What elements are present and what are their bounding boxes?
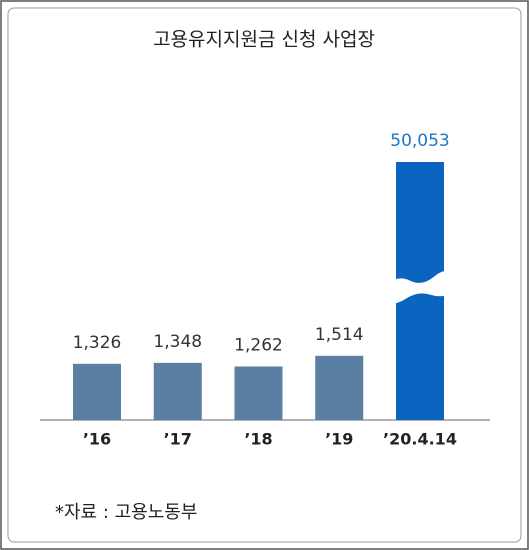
- axis-break: [382, 270, 458, 305]
- x-tick-label: ’17: [164, 430, 192, 449]
- source-note: *자료 : 고용노동부: [55, 502, 197, 523]
- value-label: 50,053: [390, 131, 449, 151]
- x-tick-label: ’16: [83, 430, 111, 449]
- x-tick-label: ’19: [325, 430, 353, 449]
- bar: [234, 366, 283, 420]
- value-label: 1,514: [315, 325, 364, 345]
- value-label: 1,262: [234, 335, 283, 355]
- value-label: 1,326: [73, 333, 122, 353]
- x-tick-label: ’20.4.14: [383, 430, 457, 449]
- bar: [315, 355, 364, 420]
- bar: [153, 362, 202, 420]
- chart-title: 고용유지지원금 신청 사업장: [153, 29, 375, 51]
- x-tick-label: ’18: [244, 430, 272, 449]
- value-label: 1,348: [153, 332, 202, 352]
- inner-frame: [7, 7, 522, 543]
- bar: [73, 363, 121, 420]
